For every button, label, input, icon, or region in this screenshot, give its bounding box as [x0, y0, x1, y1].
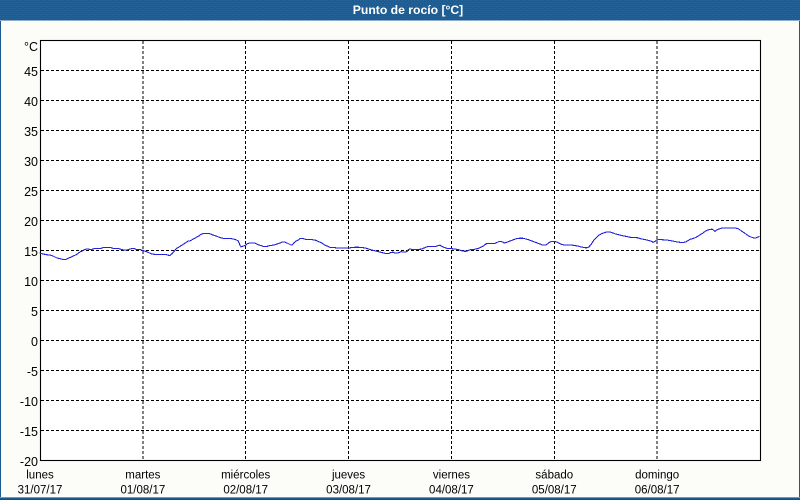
- svg-text:01/08/17: 01/08/17: [120, 485, 165, 497]
- svg-text:25: 25: [24, 185, 38, 199]
- svg-text:45: 45: [24, 65, 38, 79]
- svg-text:35: 35: [24, 125, 38, 139]
- svg-text:0: 0: [31, 335, 38, 349]
- svg-text:20: 20: [24, 215, 38, 229]
- svg-text:jueves: jueves: [331, 470, 365, 482]
- svg-text:Punto de rocío [°C]: Punto de rocío [°C]: [353, 3, 464, 17]
- svg-text:03/08/17: 03/08/17: [326, 485, 371, 497]
- svg-text:sábado: sábado: [535, 470, 573, 482]
- svg-text:°C: °C: [24, 40, 38, 54]
- svg-text:lunes: lunes: [26, 470, 54, 482]
- svg-text:viernes: viernes: [433, 470, 470, 482]
- svg-text:martes: martes: [125, 470, 160, 482]
- svg-text:15: 15: [24, 245, 38, 259]
- svg-text:04/08/17: 04/08/17: [429, 485, 474, 497]
- svg-text:miércoles: miércoles: [221, 470, 270, 482]
- svg-text:05/08/17: 05/08/17: [532, 485, 577, 497]
- svg-text:30: 30: [24, 155, 38, 169]
- svg-text:-15: -15: [20, 425, 38, 439]
- svg-text:domingo: domingo: [635, 470, 679, 482]
- svg-text:5: 5: [31, 305, 38, 319]
- svg-text:-10: -10: [20, 395, 38, 409]
- svg-text:10: 10: [24, 275, 38, 289]
- svg-text:02/08/17: 02/08/17: [223, 485, 268, 497]
- svg-text:-5: -5: [27, 365, 38, 379]
- svg-text:-20: -20: [20, 455, 38, 469]
- svg-text:06/08/17: 06/08/17: [635, 485, 680, 497]
- svg-text:40: 40: [24, 95, 38, 109]
- svg-text:31/07/17: 31/07/17: [18, 485, 63, 497]
